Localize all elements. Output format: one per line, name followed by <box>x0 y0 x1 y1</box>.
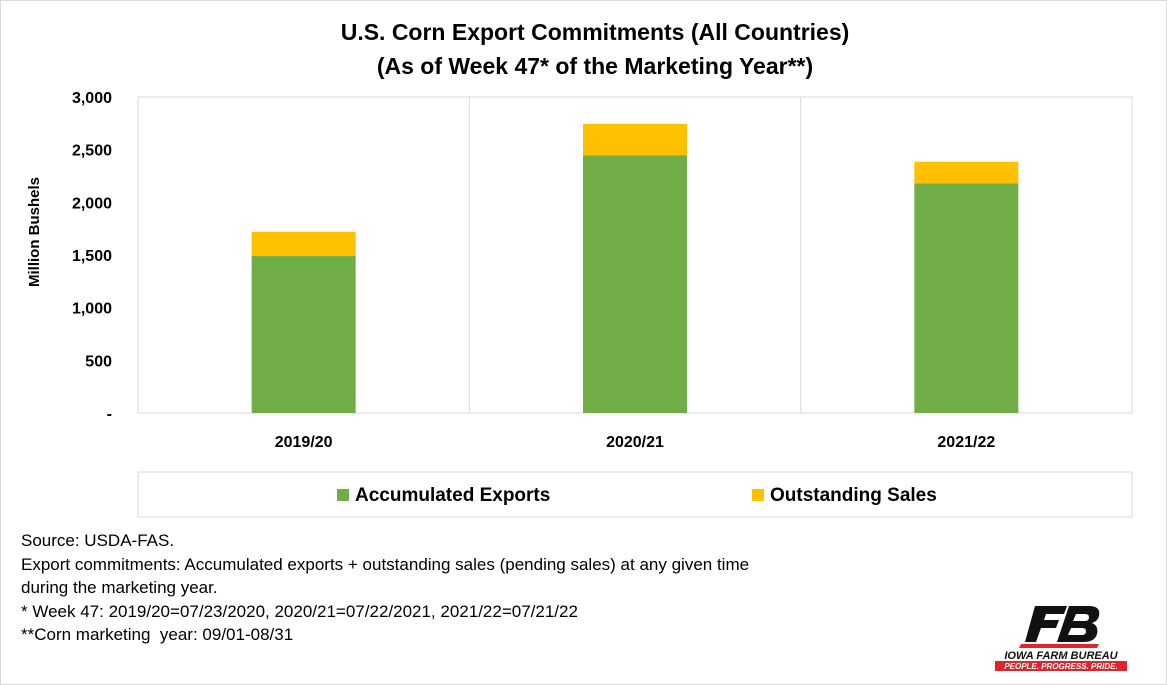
legend-swatch <box>337 489 349 501</box>
fb-mark-icon <box>1019 606 1100 648</box>
legend-box <box>137 471 1133 518</box>
accumulated-exports-bar <box>914 183 1019 413</box>
source-note: Source: USDA-FAS. <box>21 531 175 550</box>
logo-name: IOWA FARM BUREAU <box>1004 650 1118 662</box>
accumulated-exports-bar <box>583 155 687 413</box>
accumulated-exports-bar <box>251 256 356 413</box>
definition-note: Export commitments: Accumulated exports … <box>21 554 750 574</box>
outstanding-sales-bar <box>251 231 356 257</box>
y-tick-label: 1,500 <box>72 248 112 265</box>
outstanding-sales-bar <box>914 161 1019 184</box>
logo-tagline: PEOPLE. PROGRESS. PRIDE. <box>1004 662 1117 671</box>
definition-note-cont: during the marketing year. <box>21 578 218 597</box>
y-tick-label: 2,000 <box>72 195 112 212</box>
y-tick-label: 2,500 <box>72 143 112 160</box>
iowa-farm-bureau-logo: IOWA FARM BUREAU PEOPLE. PROGRESS. PRIDE… <box>995 606 1127 671</box>
marketing-year-note: **Corn marketing year: 09/01-08/31 <box>21 625 294 644</box>
y-tick-label: 3,000 <box>72 90 112 107</box>
chart: U.S. Corn Export Commitments (All Countr… <box>26 19 1133 518</box>
chart-title: U.S. Corn Export Commitments (All Countr… <box>341 19 850 45</box>
outstanding-sales-bar <box>583 123 687 156</box>
x-tick-label: 2021/22 <box>937 434 995 451</box>
plot-area: - 500 1,000 1,500 2,000 2,500 3,000 2019/20 2020… <box>72 90 1133 451</box>
footnotes: Source: USDA-FAS. Export commitments: Ac… <box>21 529 921 647</box>
legend: Accumulated Exports Outstanding Sales <box>337 485 937 506</box>
week-note: * Week 47: 2019/20=07/23/2020, 2020/21=0… <box>21 601 578 621</box>
y-tick-label: 1,000 <box>72 301 112 318</box>
x-tick-label: 2019/20 <box>275 434 333 451</box>
y-tick-label: - <box>107 406 112 423</box>
legend-label: Accumulated Exports <box>355 485 550 506</box>
x-tick-label: 2020/21 <box>606 434 664 451</box>
logo-tagline-band <box>995 661 1127 671</box>
legend-swatch <box>752 489 764 501</box>
chart-subtitle: (As of Week 47* of the Marketing Year**) <box>377 53 813 79</box>
legend-label: Outstanding Sales <box>770 485 937 506</box>
y-axis-title: Million Bushels <box>26 177 43 287</box>
y-tick-label: 500 <box>85 353 112 370</box>
